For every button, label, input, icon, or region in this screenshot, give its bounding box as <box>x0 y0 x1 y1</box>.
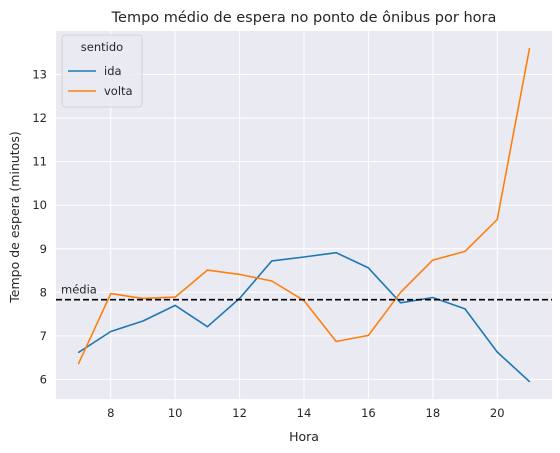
reference-layer: média <box>56 283 552 301</box>
legend: sentido ida volta <box>61 34 143 108</box>
data-point-volta <box>238 273 241 276</box>
x-tick-label: 18 <box>426 406 441 420</box>
y-tick-label: 7 <box>40 329 47 343</box>
data-point-ida <box>528 380 531 383</box>
legend-label-volta: volta <box>104 84 133 98</box>
data-point-ida <box>400 302 402 304</box>
data-point-volta <box>77 363 80 365</box>
y-tick-label: 13 <box>32 68 47 82</box>
data-point-volta <box>206 269 208 271</box>
data-point-ida <box>464 308 466 310</box>
y-tick-label: 6 <box>40 372 47 386</box>
data-point-ida <box>271 260 273 262</box>
legend-box <box>61 34 143 108</box>
data-point-ida <box>496 351 498 353</box>
data-point-volta <box>432 259 434 261</box>
data-point-volta <box>464 250 466 252</box>
data-point-ida <box>335 252 337 254</box>
y-tick-label: 12 <box>32 111 47 125</box>
data-point-ida <box>238 297 241 299</box>
x-tick-label: 8 <box>107 406 114 420</box>
data-point-ida <box>367 267 370 269</box>
x-tick-label: 16 <box>361 406 376 420</box>
data-point-volta <box>142 297 144 299</box>
data-point-volta <box>271 280 273 282</box>
data-point-ida <box>206 326 208 328</box>
data-point-volta <box>335 340 337 343</box>
x-axis-ticks: 8 10 12 14 16 18 20 <box>107 406 504 420</box>
chart-title: Tempo médio de espera no ponto de ônibus… <box>111 10 497 26</box>
legend-label-ida: ida <box>104 64 122 78</box>
x-tick-label: 10 <box>168 406 183 420</box>
x-tick-label: 14 <box>297 406 312 420</box>
data-point-volta <box>174 296 176 298</box>
grid-lines <box>56 31 552 399</box>
legend-title: sentido <box>81 40 123 54</box>
x-tick-label: 20 <box>490 406 505 420</box>
x-tick-label: 12 <box>232 406 247 420</box>
data-point-volta <box>496 218 498 221</box>
data-point-volta <box>400 291 402 293</box>
y-tick-label: 9 <box>40 242 47 256</box>
y-tick-label: 8 <box>40 285 47 299</box>
data-point-volta <box>528 47 531 50</box>
data-point-volta <box>110 293 112 295</box>
data-point-ida <box>142 320 144 322</box>
data-point-ida <box>303 256 305 258</box>
y-tick-label: 10 <box>32 198 47 212</box>
data-point-ida <box>110 330 112 333</box>
y-axis-ticks: 6 7 8 9 10 11 12 13 <box>32 68 47 387</box>
series-layer <box>77 47 531 383</box>
data-point-ida <box>174 304 176 306</box>
x-axis-label: Hora <box>289 429 319 444</box>
data-point-volta <box>367 334 370 337</box>
y-tick-label: 11 <box>32 155 47 169</box>
y-axis-label: Tempo de espera (minutos) <box>7 131 22 303</box>
data-point-ida <box>432 296 434 299</box>
data-point-ida <box>77 351 80 354</box>
mean-reference-label: média <box>61 283 97 297</box>
